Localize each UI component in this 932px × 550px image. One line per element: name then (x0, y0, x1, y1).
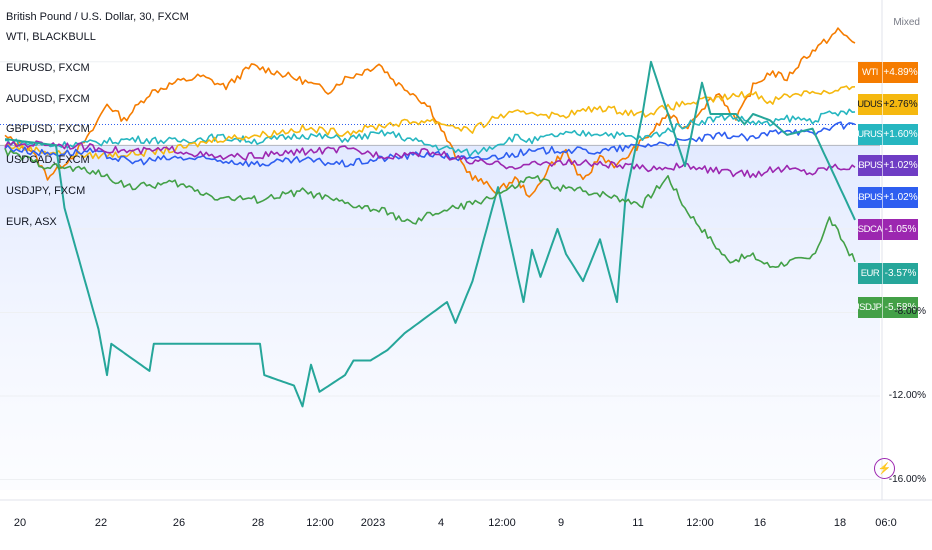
x-tick-label: 22 (94, 517, 108, 529)
x-tick-label: 28 (251, 517, 265, 529)
x-tick-label: 12:00 (306, 517, 334, 529)
y-tick-label: -8.00% (894, 306, 926, 318)
price-tag-eurusd: EURUSD+1.60% (858, 124, 918, 145)
legend: British Pound / U.S. Dollar, 30, FXCM WT… (6, 11, 189, 238)
price-tag-audusd: AUDUSD+2.76% (858, 94, 918, 115)
x-tick-label: 18 (833, 517, 847, 529)
price-tag-gbpusd: GBPUSD+1.02% (858, 155, 918, 176)
price-tag-symbol: USDJPY (858, 302, 882, 313)
series-line-usdcad (4, 140, 856, 179)
x-tick-label: 12:00 (488, 517, 516, 529)
price-tag-usdjpy: USDJPY-5.58% (858, 297, 918, 318)
series-line-eur (4, 60, 856, 408)
legend-item-wti[interactable]: WTI, BLACKBULL (6, 31, 96, 43)
price-tag-value: -1.05% (882, 219, 918, 240)
price-tag-symbol: GBPUSD (858, 160, 882, 171)
price-tag-symbol: EURUSD (858, 129, 882, 140)
legend-item-audusd[interactable]: AUDUSD, FXCM (6, 92, 90, 105)
price-tag-value: +1.02% (882, 187, 918, 208)
y-tick-label: -16.00% (888, 473, 926, 485)
price-tag-value: -3.57% (882, 263, 918, 284)
price-tag-symbol: GBPUSD (858, 192, 882, 203)
x-tick-label: 20 (13, 517, 27, 529)
price-tag-value: -5.58% (882, 297, 918, 318)
price-tag-symbol: EUR (860, 268, 880, 279)
y-tick-label: -12.00% (888, 390, 926, 401)
price-tag-usdcad: USDCAD-1.05% (858, 219, 918, 240)
price-tag-value: +4.89% (882, 62, 918, 83)
legend-item-eurusd[interactable]: EURUSD, FXCM (6, 61, 90, 74)
price-tag-wti: WTI +4.89% (858, 62, 918, 83)
x-tick-label: 26 (172, 517, 186, 529)
x-tick-label: 16 (753, 517, 767, 529)
x-tick-label: 12:00 (686, 517, 714, 529)
price-tag-value: +1.02% (882, 155, 918, 176)
price-tag-symbol: AUDUSD (858, 99, 882, 110)
scale-mode[interactable]: Mixed (893, 17, 920, 28)
x-tick-label: 4 (437, 517, 445, 529)
chart-title: British Pound / U.S. Dollar, 30, FXCM (6, 11, 189, 23)
legend-item-usdcad[interactable]: USDCAD, FXCM (6, 154, 90, 167)
series-line-gbpusd (4, 121, 856, 168)
price-tag-symbol: USDCAD (858, 224, 882, 235)
series-line-eurusd (4, 108, 856, 158)
price-tag-value: +1.60% (882, 124, 918, 145)
x-tick-label: 2023 (360, 517, 386, 529)
legend-item-gbpusd[interactable]: GBPUSD, FXCM (6, 123, 90, 136)
series-line-usdjpy (4, 148, 856, 269)
baseline-area (0, 145, 880, 491)
price-tag-symbol: WTI (862, 67, 878, 78)
x-tick-label: 06:0 (875, 517, 897, 529)
legend-item-eur[interactable]: EUR, ASX (6, 215, 57, 228)
price-tag-gbpusd: GBPUSD+1.02% (858, 187, 918, 208)
x-tick-label: 9 (557, 517, 565, 529)
legend-item-usdjpy[interactable]: USDJPY, FXCM (6, 184, 86, 197)
price-tag-value: +2.76% (882, 94, 918, 115)
x-tick-label: 11 (632, 517, 644, 529)
price-tag-eur: EUR -3.57% (858, 263, 918, 284)
lightning-icon[interactable]: ⚡ (874, 458, 895, 479)
